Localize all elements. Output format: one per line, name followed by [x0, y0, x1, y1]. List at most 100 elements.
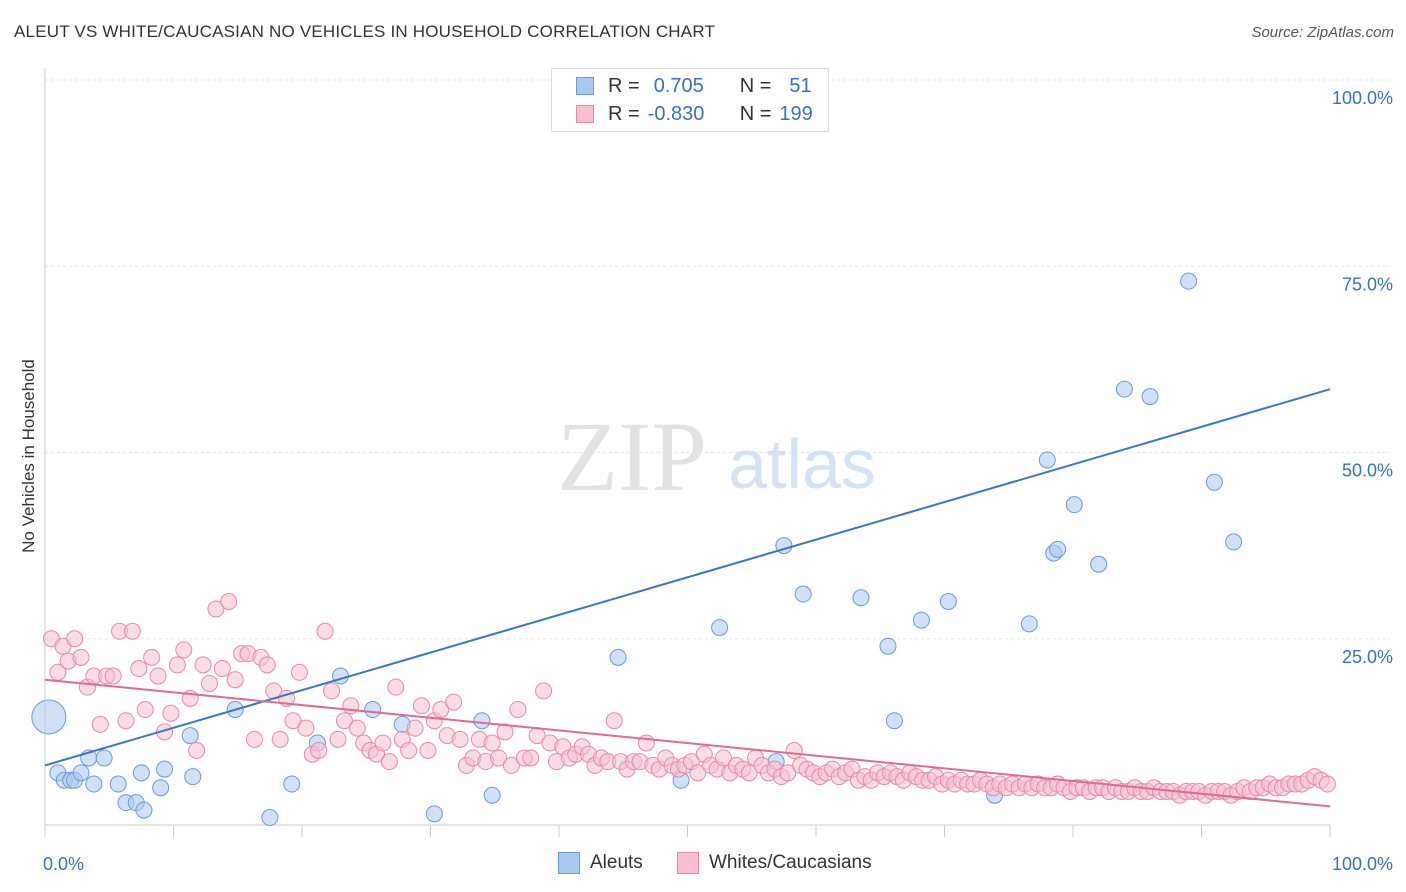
data-point — [912, 611, 930, 629]
data-point — [316, 622, 334, 640]
trend-line — [44, 388, 1331, 767]
x-tick-label: 0.0% — [43, 854, 84, 874]
data-point — [117, 712, 135, 730]
data-point — [1090, 555, 1108, 573]
watermark-zip: ZIP — [557, 401, 707, 512]
data-point — [181, 727, 199, 745]
bottom-legend-swatch-whites — [677, 852, 699, 874]
legend-n-value: 51 — [789, 74, 812, 97]
legend-r-label: R = — [608, 74, 640, 97]
data-point — [1141, 388, 1159, 406]
legend-r-value: 0.705 — [653, 74, 704, 97]
data-point — [162, 704, 180, 722]
data-point — [290, 663, 308, 681]
data-point — [135, 801, 153, 819]
data-point — [522, 749, 540, 767]
data-point — [213, 660, 231, 678]
trend-line — [44, 678, 1331, 808]
data-point — [483, 734, 501, 752]
bottom-legend-aleuts: Aleuts — [558, 852, 643, 874]
data-point — [502, 756, 520, 774]
data-point — [406, 719, 424, 737]
data-point — [1318, 775, 1336, 793]
data-point — [168, 656, 186, 674]
data-point — [885, 712, 903, 730]
legend-n-label: N = — [739, 74, 772, 97]
legend-n-value: 199 — [779, 102, 813, 125]
data-point — [283, 775, 301, 793]
data-point — [1038, 451, 1056, 469]
y-tick-label: 100.0% — [1332, 88, 1393, 108]
data-point — [175, 641, 193, 659]
data-point — [72, 764, 90, 782]
data-point — [451, 730, 469, 748]
x-tick-label: 100.0% — [1332, 854, 1393, 874]
data-point — [609, 648, 627, 666]
data-point — [258, 656, 276, 674]
data-point — [413, 697, 431, 715]
data-point — [490, 749, 508, 767]
data-point — [939, 593, 957, 610]
data-point — [95, 749, 113, 767]
source-label: Source: ZipAtlas.com — [1251, 24, 1394, 41]
legend-row-whites: R = -0.830 N = 199 — [576, 102, 813, 126]
legend-r-label: R = — [608, 102, 640, 125]
data-point — [184, 768, 202, 786]
watermark-atlas: atlas — [728, 425, 876, 503]
data-point — [483, 786, 501, 804]
data-point — [1225, 533, 1243, 551]
data-point — [445, 693, 463, 711]
data-point — [152, 779, 170, 797]
data-point — [380, 753, 398, 771]
data-point — [1205, 473, 1223, 491]
data-point — [432, 701, 450, 719]
data-point — [245, 730, 263, 748]
data-point — [332, 667, 350, 685]
data-point — [779, 764, 797, 782]
data-point — [473, 712, 491, 730]
data-point — [284, 712, 302, 730]
stats-legend: R = 0.705 N = 51 R = -0.830 N = 199 — [551, 68, 829, 132]
data-point — [374, 734, 392, 752]
data-point — [261, 809, 279, 827]
data-point — [535, 682, 553, 700]
legend-r-value: -0.830 — [647, 102, 705, 125]
bottom-legend-swatch-aleuts — [558, 852, 580, 874]
bottom-legend-label-whites: Whites/Caucasians — [709, 852, 872, 873]
y-tick-label: 75.0% — [1342, 274, 1393, 294]
data-point — [109, 775, 127, 793]
data-point — [194, 656, 212, 674]
y-axis-label: No Vehicles in Household — [19, 359, 38, 553]
data-point — [130, 660, 148, 678]
data-point — [689, 764, 707, 782]
data-point — [271, 730, 289, 748]
trend-lines — [44, 388, 1331, 808]
axes — [44, 68, 1331, 837]
data-point — [364, 701, 382, 719]
data-point — [132, 764, 150, 782]
data-point — [419, 742, 437, 759]
data-point — [188, 742, 206, 759]
data-point — [72, 648, 90, 666]
data-point — [400, 742, 418, 759]
data-point — [329, 730, 347, 748]
legend-row-aleuts: R = 0.705 N = 51 — [576, 74, 812, 98]
data-point — [794, 585, 812, 603]
data-point — [1115, 380, 1133, 398]
data-point — [123, 622, 141, 640]
legend-swatch-whites — [576, 105, 594, 123]
data-point — [1065, 496, 1083, 514]
data-point — [335, 712, 353, 730]
data-point — [425, 805, 443, 823]
chart-title: ALEUT VS WHITE/CAUCASIAN NO VEHICLES IN … — [14, 22, 716, 41]
data-point — [104, 667, 122, 685]
data-point — [297, 719, 315, 737]
data-point — [1180, 272, 1198, 290]
data-point — [226, 671, 244, 689]
data-point — [509, 701, 527, 719]
y-tick-label: 50.0% — [1342, 461, 1393, 481]
data-point — [785, 742, 803, 759]
watermark: ZIP atlas — [557, 401, 876, 512]
data-point — [66, 630, 84, 648]
data-point — [852, 589, 870, 607]
